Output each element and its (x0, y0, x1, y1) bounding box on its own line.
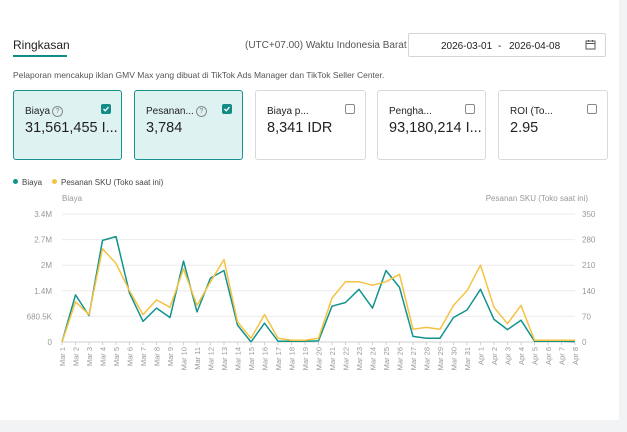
y-left-tick-label: 680.5K (27, 312, 53, 321)
metric-card-pesanan[interactable]: Pesanan...? 3,784 (134, 90, 243, 160)
date-end[interactable]: 2026-04-08 (509, 41, 561, 52)
x-tick-label: Mar 15 (247, 347, 256, 370)
y-left-tick-label: 2M (41, 261, 52, 270)
metric-card-penghasilan[interactable]: Penghа... 93,180,214 I... (377, 90, 486, 160)
calendar-icon[interactable] (585, 39, 596, 53)
x-tick-label: Mar 29 (436, 347, 445, 370)
y-left-tick-label: 2.7M (34, 236, 52, 245)
x-tick-label: Mar 20 (315, 347, 324, 370)
x-tick-label: Mar 22 (342, 347, 351, 370)
legend-pesanan[interactable]: Pesanan SKU (Toko saat ini) (52, 178, 163, 187)
x-tick-label: Mar 10 (180, 347, 189, 370)
x-tick-label: Apr 5 (531, 347, 540, 365)
x-tick-label: Mar 23 (355, 347, 364, 370)
x-tick-label: Mar 12 (207, 347, 216, 370)
legend-dot (52, 179, 57, 184)
series-line-biaya (61, 235, 576, 343)
x-tick-label: Mar 28 (423, 347, 432, 370)
x-tick-label: Apr 8 (571, 347, 580, 365)
tab-ringkasan[interactable]: Ringkasan (13, 38, 70, 52)
legend-dot (13, 179, 18, 184)
metric-label: Pesanan... (146, 106, 194, 117)
metric-card-roi[interactable]: ROI (To... 2.95 (498, 90, 608, 160)
x-tick-label: Mar 21 (328, 347, 337, 370)
x-tick-label: Apr 3 (504, 347, 513, 365)
x-tick-label: Mar 24 (369, 347, 378, 370)
y-left-tick-label: 1.4M (34, 287, 52, 296)
x-tick-label: Apr 4 (517, 347, 526, 365)
metric-value: 31,561,455 I... (25, 120, 118, 136)
x-tick-label: Apr 2 (490, 347, 499, 365)
date-start[interactable]: 2026-03-01 (441, 41, 493, 52)
y-right-axis-label: Pesanan SKU (Toko saat ini) (486, 194, 589, 203)
x-tick-label: Mar 18 (288, 347, 297, 370)
metric-label: ROI (To... (510, 106, 553, 117)
metric-label: Biaya p... (267, 106, 309, 117)
x-tick-label: Mar 30 (450, 347, 459, 370)
metric-card-biaya[interactable]: Biaya? 31,561,455 I... (13, 90, 122, 160)
legend-biaya[interactable]: Biaya (13, 178, 42, 187)
y-left-tick-label: 3.4M (34, 210, 52, 219)
legend-label: Pesanan SKU (Toko saat ini) (61, 178, 164, 187)
metric-value: 93,180,214 I... (389, 120, 482, 136)
metric-checkbox[interactable] (465, 104, 475, 114)
x-tick-label: Mar 6 (126, 347, 135, 366)
x-tick-label: Mar 3 (85, 347, 94, 366)
metric-label: Biaya (25, 106, 51, 117)
x-tick-label: Mar 1 (58, 347, 67, 366)
x-tick-label: Mar 27 (409, 347, 418, 370)
timezone-label: (UTC+07.00) Waktu Indonesia Barat (245, 40, 407, 51)
legend-label: Biaya (22, 178, 43, 187)
metric-value: 3,784 (146, 120, 183, 136)
x-tick-label: Mar 8 (153, 347, 162, 366)
x-tick-label: Mar 25 (382, 347, 391, 370)
tab-active-underline (13, 55, 67, 57)
x-tick-label: Mar 4 (99, 347, 108, 366)
x-tick-label: Mar 5 (112, 347, 121, 366)
x-tick-label: Apr 6 (544, 347, 553, 365)
help-icon[interactable]: ? (195, 106, 207, 117)
report-description: Pelaporan mencakup iklan GMV Max yang di… (13, 70, 385, 80)
x-tick-label: Apr 1 (477, 347, 486, 365)
x-tick-label: Apr 7 (558, 347, 567, 365)
metric-checkbox[interactable] (345, 104, 355, 114)
line-chart: Biaya Pesanan SKU (Toko saat ini) 3.4M 35… (27, 194, 596, 370)
metric-value: 2.95 (510, 120, 539, 136)
metric-value: 8,341 IDR (267, 120, 333, 136)
y-right-tick-label: 70 (582, 312, 591, 321)
y-right-tick-label: 280 (582, 236, 596, 245)
y-right-tick-label: 350 (582, 210, 596, 219)
metric-label: Penghа... (389, 106, 432, 117)
x-tick-label: Mar 16 (261, 347, 270, 370)
y-right-tick-label: 210 (582, 261, 596, 270)
x-tick-label: Mar 19 (301, 347, 310, 370)
metric-checkbox[interactable] (101, 104, 111, 114)
y-left-axis-label: Biaya (62, 194, 83, 203)
x-tick-label: Mar 31 (463, 347, 472, 370)
y-right-tick-label: 140 (582, 287, 596, 296)
metric-card-biaya-per-pesanan[interactable]: Biaya p... 8,341 IDR (255, 90, 366, 160)
date-separator: - (498, 41, 502, 52)
date-range-picker[interactable]: 2026-03-01 - 2026-04-08 (408, 33, 606, 57)
x-tick-label: Mar 9 (166, 347, 175, 366)
x-tick-label: Mar 2 (72, 347, 81, 366)
x-tick-label: Mar 26 (396, 347, 405, 370)
metric-checkbox[interactable] (222, 104, 232, 114)
x-tick-label: Mar 14 (234, 347, 243, 370)
y-left-tick-label: 0 (48, 338, 53, 347)
overview-panel: Ringkasan (UTC+07.00) Waktu Indonesia Ba… (0, 0, 619, 420)
metric-checkbox[interactable] (587, 104, 597, 114)
x-tick-label: Mar 13 (220, 347, 229, 370)
x-tick-label: Mar 11 (193, 347, 202, 370)
help-icon[interactable]: ? (52, 106, 64, 117)
x-tick-label: Mar 17 (274, 347, 283, 370)
y-right-tick-label: 0 (582, 338, 587, 347)
series-line-pesanan (61, 247, 575, 343)
x-tick-label: Mar 7 (139, 347, 148, 366)
